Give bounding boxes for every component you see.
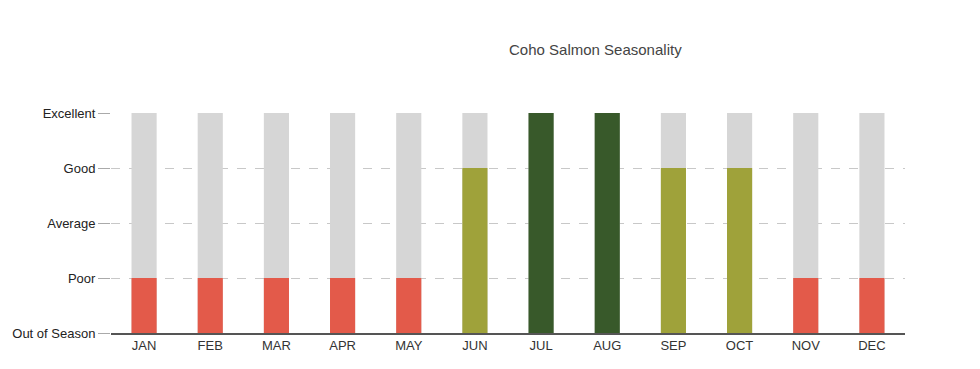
svg-text:FEB: FEB — [198, 338, 223, 353]
svg-text:DEC: DEC — [858, 338, 885, 353]
svg-text:SEP: SEP — [660, 338, 686, 353]
svg-text:NOV: NOV — [792, 338, 821, 353]
svg-text:APR: APR — [329, 338, 356, 353]
svg-text:Good: Good — [64, 161, 96, 176]
svg-text:JUL: JUL — [530, 338, 553, 353]
svg-text:Coho Salmon Seasonality: Coho Salmon Seasonality — [509, 41, 682, 58]
svg-text:Out of Season: Out of Season — [12, 326, 95, 341]
svg-text:AUG: AUG — [593, 338, 621, 353]
svg-text:OCT: OCT — [726, 338, 754, 353]
svg-text:MAY: MAY — [395, 338, 423, 353]
svg-text:Poor: Poor — [68, 271, 96, 286]
svg-text:MAR: MAR — [262, 338, 291, 353]
svg-text:JUN: JUN — [462, 338, 487, 353]
svg-text:Average: Average — [47, 216, 95, 231]
svg-text:JAN: JAN — [132, 338, 157, 353]
svg-text:Excellent: Excellent — [43, 106, 96, 121]
